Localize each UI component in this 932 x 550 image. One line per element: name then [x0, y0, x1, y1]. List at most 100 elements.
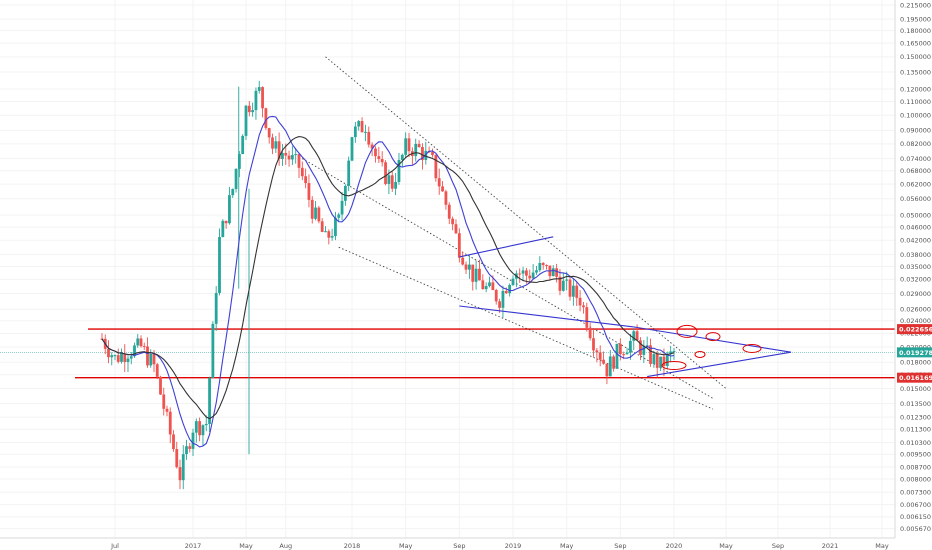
price-badge-label: 0.016169	[899, 374, 932, 382]
moving-averages	[101, 115, 675, 448]
y-tick-label: 0.110000	[900, 98, 931, 106]
x-tick-label: 2019	[505, 542, 522, 550]
dotted-trendline	[325, 56, 727, 389]
y-tick-label: 0.074000	[900, 155, 931, 163]
ellipse-marker	[661, 360, 687, 370]
y-tick-label: 0.009500	[900, 451, 931, 459]
y-tick-label: 0.011300	[900, 426, 931, 434]
candle-body	[374, 148, 377, 157]
y-tick-label: 0.180000	[900, 27, 931, 35]
candle-body	[165, 408, 169, 412]
ellipse-marker	[676, 324, 698, 338]
candle-body	[464, 264, 468, 270]
y-tick-label: 0.165000	[900, 39, 931, 47]
candle-body	[467, 264, 471, 270]
candle-body	[159, 376, 162, 395]
candle-body	[605, 363, 609, 377]
candle-body	[281, 152, 284, 159]
candle-body	[307, 183, 311, 200]
candle-body	[434, 154, 438, 179]
candle-body	[471, 264, 475, 282]
candle-body	[541, 262, 545, 266]
candle-body	[478, 268, 481, 281]
y-tick-label: 0.215000	[900, 1, 931, 9]
candle-body	[271, 137, 274, 149]
candle-body	[152, 353, 156, 365]
candle-body	[521, 270, 525, 274]
candle-body	[639, 340, 642, 355]
x-tick-label: 2020	[666, 542, 683, 550]
candle-body	[571, 285, 575, 297]
candle-body	[181, 454, 185, 481]
candle-body	[390, 175, 394, 189]
candle-body	[327, 231, 331, 238]
candle-body	[384, 162, 387, 184]
y-tick-label: 0.024000	[900, 317, 931, 325]
moving-average-slow	[101, 136, 675, 420]
candle-body	[508, 284, 512, 294]
candle-body	[461, 257, 465, 265]
candle-body	[625, 352, 629, 355]
candle-body	[257, 87, 261, 91]
candle-body	[188, 446, 192, 449]
candle-body	[555, 268, 559, 277]
candle-body	[585, 307, 589, 328]
candle-body	[602, 359, 605, 364]
candle-body	[672, 350, 676, 352]
candle-body	[116, 355, 120, 362]
candle-body	[387, 175, 391, 184]
candle-body	[367, 131, 371, 145]
candle-body	[214, 293, 218, 324]
price-badge	[897, 347, 932, 358]
y-tick-label: 0.042000	[900, 236, 931, 244]
candle-body	[655, 354, 659, 368]
candle-body	[474, 268, 478, 282]
candle-body	[343, 185, 347, 201]
y-tick-label: 0.150000	[900, 53, 931, 61]
y-tick-label: 0.010300	[900, 439, 931, 447]
candle-body	[133, 345, 136, 357]
candle-body	[300, 167, 304, 177]
y-tick-label: 0.135000	[900, 68, 931, 76]
candle-body	[185, 446, 188, 455]
candle-body	[491, 282, 495, 291]
candle-body	[578, 297, 582, 306]
candle-body	[290, 155, 294, 160]
candle-body	[669, 351, 673, 354]
candle-body	[294, 154, 298, 156]
candle-body	[211, 323, 215, 378]
candle-body	[665, 353, 669, 366]
x-tick-label: 2017	[185, 542, 202, 550]
x-tick-label: May	[399, 542, 413, 550]
y-tick-label: 0.046000	[900, 223, 931, 231]
candle-body	[350, 137, 354, 161]
candle-body	[551, 268, 555, 277]
candle-body	[168, 411, 172, 435]
price-badge	[897, 324, 932, 335]
candle-body	[274, 141, 278, 149]
pattern-line	[459, 236, 554, 258]
candle-body	[218, 237, 221, 294]
candle-body	[424, 150, 428, 160]
candle-body	[334, 217, 337, 237]
candle-body	[241, 135, 245, 155]
candle-body	[337, 214, 341, 218]
candle-body	[172, 434, 175, 450]
markers	[661, 324, 762, 370]
y-tick-label: 0.008700	[900, 463, 931, 471]
y-tick-label: 0.090000	[900, 127, 931, 135]
candle-body	[659, 356, 662, 368]
candle-body	[565, 279, 569, 281]
candle-body	[615, 343, 619, 369]
y-tick-label: 0.013500	[900, 400, 931, 408]
candle-body	[254, 90, 258, 111]
candle-body	[511, 278, 515, 285]
price-badge	[897, 372, 932, 383]
candle-body	[377, 156, 381, 160]
candle-body	[208, 377, 211, 424]
y-tick-label: 0.006700	[900, 501, 931, 509]
candle-body	[598, 352, 602, 360]
price-badge-label: 0.019278	[899, 349, 932, 357]
